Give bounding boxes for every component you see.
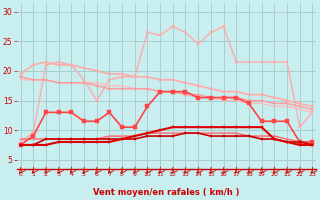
X-axis label: Vent moyen/en rafales ( km/h ): Vent moyen/en rafales ( km/h ) <box>93 188 240 197</box>
